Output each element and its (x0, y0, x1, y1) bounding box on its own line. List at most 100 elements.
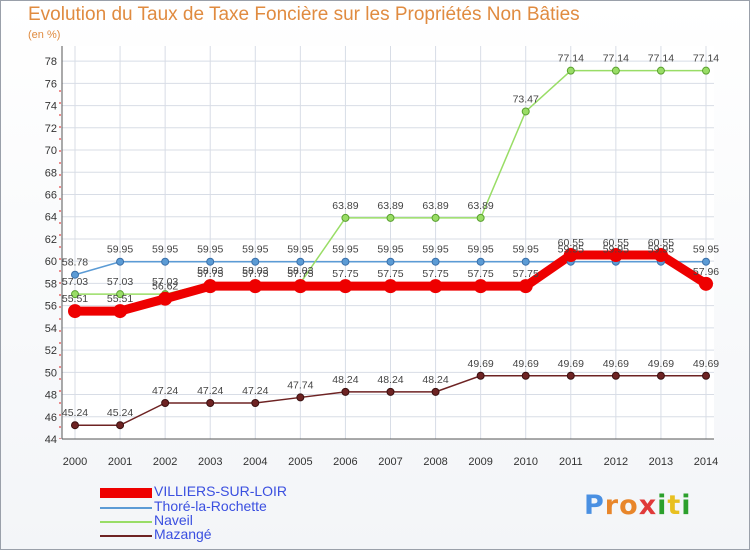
y-tick-label: 76 (45, 78, 57, 90)
data-label: 63.89 (332, 200, 358, 212)
x-tick-label: 2009 (468, 456, 492, 468)
axes: 44 46 48 50 52 54 56 58 60 62 64 66 68 70 72 74 76 78 2000… (45, 46, 718, 468)
x-tick-label: 2011 (559, 456, 583, 468)
y-tick-label: 68 (45, 167, 57, 179)
legend-label: VILLIERS-SUR-LOIR (154, 483, 288, 499)
y-tick-label: 58 (45, 278, 57, 290)
data-point (161, 398, 170, 407)
data-point (431, 213, 440, 222)
data-label: 57.75 (242, 268, 268, 280)
data-label: 59.95 (377, 244, 403, 256)
data-label: 59.95 (197, 244, 223, 256)
y-tick-label: 62 (45, 234, 57, 246)
y-tick-label: 44 (45, 434, 57, 446)
data-label: 57.03 (107, 276, 133, 288)
data-label: 45.24 (62, 407, 88, 419)
data-label: 49.69 (603, 358, 629, 370)
data-point (611, 66, 620, 75)
legend-swatch (100, 488, 152, 498)
data-labels: 55.51 55.51 56.62 57.75 57.75 57.75 57.75 57.75… (62, 53, 719, 420)
y-tick-label: 70 (45, 145, 57, 157)
data-point (383, 279, 398, 294)
data-label: 77.14 (693, 53, 719, 65)
data-label: 57.75 (468, 268, 494, 280)
data-label: 57.75 (287, 268, 313, 280)
data-label: 55.51 (107, 293, 133, 305)
data-point (428, 279, 443, 294)
data-point (699, 276, 713, 291)
x-tick-label: 2000 (63, 456, 87, 468)
data-label: 77.14 (603, 53, 629, 65)
data-point (702, 257, 710, 266)
data-point (113, 304, 128, 319)
data-point (386, 387, 395, 396)
data-label: 58.03 (242, 265, 268, 277)
data-label: 57.75 (513, 268, 539, 280)
data-label: 49.69 (513, 358, 539, 370)
data-label: 57.75 (377, 268, 403, 280)
data-point (386, 257, 395, 266)
data-label: 57.75 (422, 268, 448, 280)
data-point (566, 66, 575, 75)
x-tick-label: 2013 (649, 456, 673, 468)
legend-swatch (100, 535, 152, 537)
data-label: 59.95 (287, 244, 313, 256)
logo-letter: i (657, 490, 668, 521)
data-point (206, 398, 215, 407)
plot-background (62, 46, 714, 439)
data-label: 63.89 (422, 200, 448, 212)
data-label: 59.95 (332, 244, 358, 256)
data-label: 45.24 (107, 407, 133, 419)
y-tick-label: 72 (45, 123, 57, 135)
data-point (71, 270, 79, 279)
y-axis-unit-label: (en %) (28, 29, 61, 41)
data-point (563, 248, 578, 263)
data-point (521, 107, 530, 116)
x-tick-label: 2007 (378, 456, 402, 468)
data-label: 47.24 (152, 385, 178, 397)
data-point (71, 421, 79, 430)
data-label: 49.69 (693, 358, 719, 370)
data-label: 57.75 (197, 268, 223, 280)
data-point (566, 371, 575, 380)
y-tick-label: 64 (45, 212, 57, 224)
y-tick-label: 52 (45, 345, 57, 357)
data-point (386, 213, 395, 222)
data-label: 47.24 (197, 385, 223, 397)
x-tick-label: 2004 (243, 456, 267, 468)
data-point (116, 421, 125, 430)
data-point (431, 387, 440, 396)
data-point (653, 248, 668, 263)
data-label: 59.95 (513, 244, 539, 256)
data-point (341, 213, 350, 222)
data-label: 59.95 (468, 244, 494, 256)
data-point (161, 257, 170, 266)
data-label: 77.14 (558, 53, 584, 65)
data-label: 63.89 (377, 200, 403, 212)
data-point (521, 257, 530, 266)
data-label: 48.24 (422, 374, 448, 386)
data-point (296, 257, 305, 266)
data-label: 59.95 (648, 244, 674, 256)
y-tick-label: 78 (45, 56, 57, 68)
data-label: 47.74 (287, 379, 313, 391)
data-point (293, 279, 308, 294)
data-label: 77.14 (648, 53, 674, 65)
data-label: 60.55 (648, 237, 674, 249)
x-tick-label: 2014 (694, 456, 718, 468)
data-point (341, 387, 350, 396)
legend-label: Thoré-la-Rochette (154, 498, 267, 514)
legend-label: Mazangé (154, 526, 212, 542)
data-point (203, 279, 218, 294)
x-tick-label: 2006 (333, 456, 357, 468)
data-label: 57.75 (332, 268, 358, 280)
x-tick-label: 2008 (423, 456, 447, 468)
grid-lines (62, 46, 714, 440)
data-point (518, 279, 533, 294)
y-tick-label: 56 (45, 301, 57, 313)
logo-letter: t (667, 490, 682, 521)
series-points (68, 66, 713, 430)
data-point (248, 279, 263, 294)
data-label: 58.03 (287, 265, 313, 277)
